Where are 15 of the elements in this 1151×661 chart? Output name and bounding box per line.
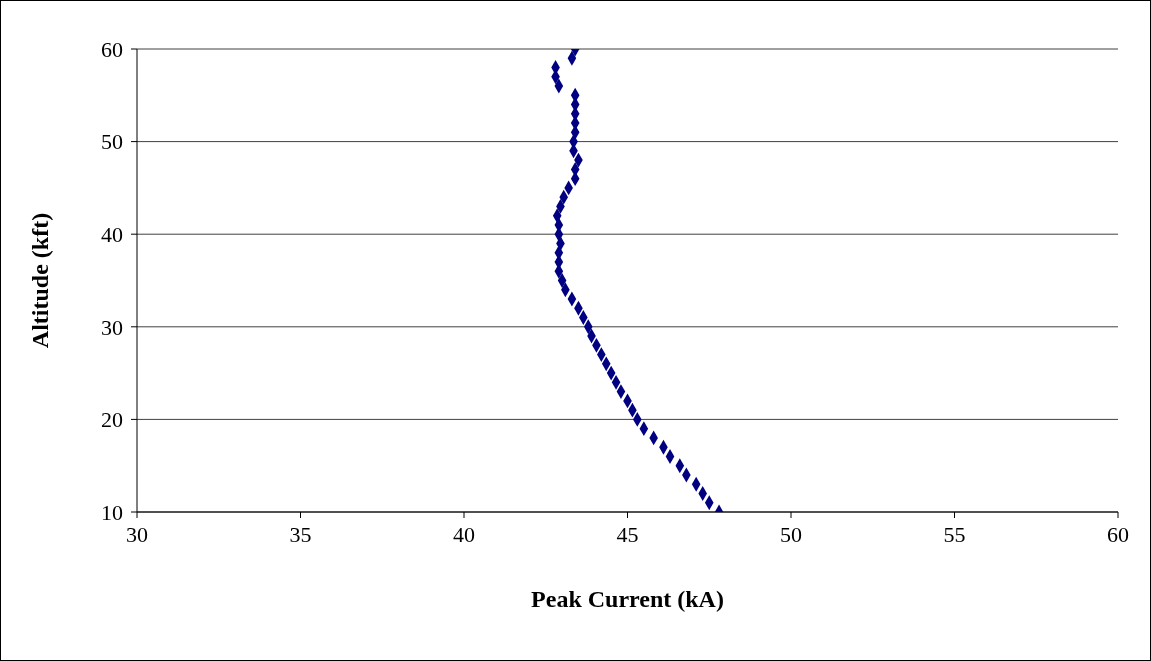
- y-tick-label: 40: [101, 222, 123, 248]
- x-tick-label: 55: [943, 521, 966, 547]
- y-tick-label: 10: [101, 499, 123, 525]
- x-tick-label: 30: [126, 521, 148, 547]
- y-tick-label: 20: [101, 407, 123, 433]
- x-tick-label: 50: [780, 521, 802, 547]
- y-axis-title: Altitude (kft): [26, 212, 53, 349]
- x-tick-label: 40: [453, 521, 475, 547]
- y-tick-label: 30: [101, 314, 123, 340]
- x-axis-title: Peak Current (kA): [531, 586, 724, 613]
- y-tick-label: 60: [101, 36, 123, 62]
- x-tick-label: 60: [1107, 521, 1129, 547]
- y-tick-label: 50: [101, 129, 123, 155]
- x-tick-label: 45: [616, 521, 639, 547]
- x-tick-label: 35: [289, 521, 312, 547]
